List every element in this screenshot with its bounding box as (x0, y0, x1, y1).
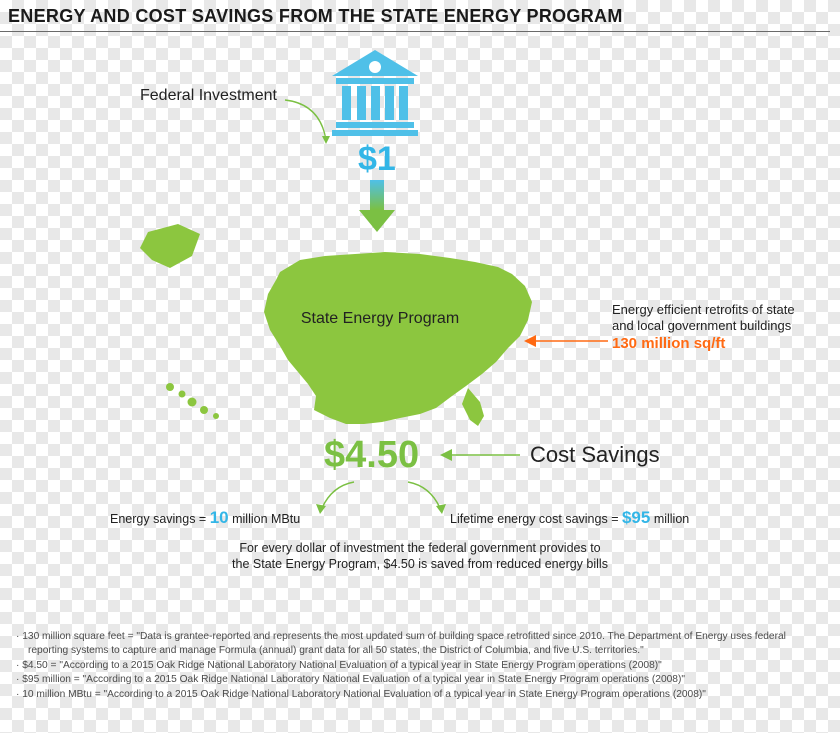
page-title: ENERGY AND COST SAVINGS FROM THE STATE E… (0, 0, 840, 31)
retrofit-value: 130 million sq/ft (612, 335, 822, 354)
federal-building-icon (330, 50, 420, 136)
retrofit-text: Energy efficient retrofits of state and … (612, 302, 822, 353)
summary-line1: For every dollar of investment the feder… (190, 540, 650, 556)
footnote-4: 10 million MBtu = "According to a 2015 O… (14, 688, 816, 702)
curved-arrow-right-icon (400, 478, 450, 518)
lifetime-savings-value: $95 (622, 508, 650, 527)
retrofit-line1: Energy efficient retrofits of state (612, 302, 822, 318)
footnote-2: $4.50 = "According to a 2015 Oak Ridge N… (14, 659, 816, 673)
cost-savings-amount: $4.50 (324, 434, 419, 477)
lifetime-savings-stat: Lifetime energy cost savings = $95 milli… (450, 508, 689, 528)
curved-arrow-1-icon (280, 92, 340, 152)
summary-line2: the State Energy Program, $4.50 is saved… (190, 556, 650, 572)
summary-text: For every dollar of investment the feder… (190, 540, 650, 573)
footnote-3: $95 million = "According to a 2015 Oak R… (14, 673, 816, 687)
energy-savings-stat: Energy savings = 10 million MBtu (110, 508, 300, 528)
lifetime-savings-suffix: million (650, 512, 689, 526)
curved-arrow-left-icon (312, 478, 362, 518)
cost-savings-label: Cost Savings (530, 442, 660, 468)
federal-investment-amount: $1 (358, 140, 396, 179)
footnotes: 130 million square feet = "Data is grant… (0, 622, 830, 702)
infographic-stage: Federal Investment $1 (0, 32, 840, 622)
footnote-1: 130 million square feet = "Data is grant… (14, 630, 816, 658)
state-energy-program-label: State Energy Program (260, 310, 500, 328)
retrofit-line2: and local government buildings (612, 318, 822, 334)
energy-savings-prefix: Energy savings = (110, 512, 210, 526)
orange-arrow-icon (522, 332, 610, 350)
energy-savings-value: 10 (210, 508, 229, 527)
energy-savings-suffix: million MBtu (229, 512, 301, 526)
federal-investment-label: Federal Investment (140, 87, 277, 105)
left-arrow-icon (438, 446, 522, 464)
lifetime-savings-prefix: Lifetime energy cost savings = (450, 512, 622, 526)
